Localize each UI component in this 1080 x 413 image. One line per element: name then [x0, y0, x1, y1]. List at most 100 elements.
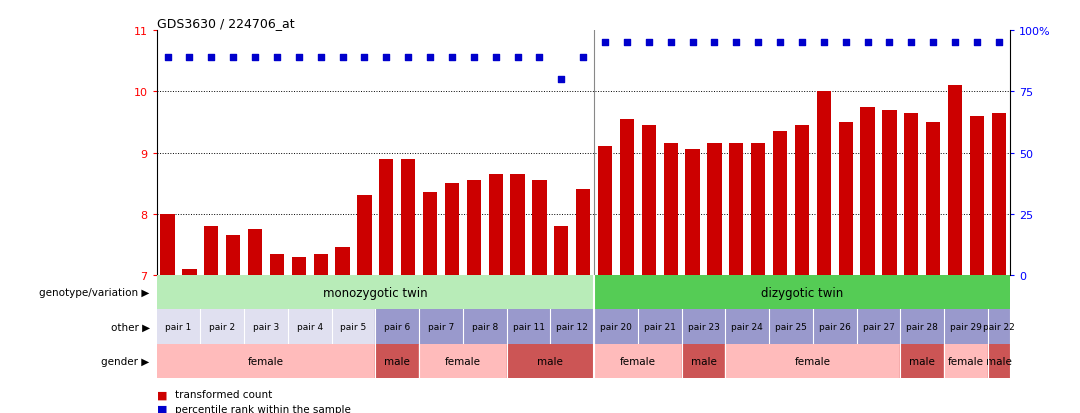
- Bar: [620, 119, 634, 275]
- Bar: [511, 175, 525, 275]
- Bar: [681, 344, 726, 378]
- Point: [400, 55, 417, 61]
- Bar: [379, 159, 393, 275]
- Text: pair 2: pair 2: [210, 322, 235, 331]
- Text: female: female: [248, 356, 284, 366]
- Text: pair 26: pair 26: [819, 322, 851, 331]
- Text: pair 11: pair 11: [513, 322, 544, 331]
- Bar: [594, 275, 1010, 309]
- Point: [355, 55, 373, 61]
- Text: pair 24: pair 24: [731, 322, 764, 331]
- Bar: [795, 126, 809, 275]
- Text: male: male: [986, 356, 1012, 366]
- Bar: [419, 344, 507, 378]
- Bar: [861, 107, 875, 275]
- Bar: [944, 344, 988, 378]
- Bar: [856, 309, 901, 344]
- Text: female: female: [795, 356, 831, 366]
- Text: pair 1: pair 1: [165, 322, 191, 331]
- Point: [881, 40, 899, 47]
- Text: male: male: [690, 356, 716, 366]
- Bar: [270, 254, 284, 275]
- Point: [946, 40, 963, 47]
- Bar: [201, 309, 244, 344]
- Text: pair 22: pair 22: [983, 322, 1015, 331]
- Text: pair 29: pair 29: [950, 322, 982, 331]
- Point: [225, 55, 242, 61]
- Point: [684, 40, 701, 47]
- Point: [509, 55, 526, 61]
- Point: [530, 55, 548, 61]
- Point: [771, 40, 788, 47]
- Point: [575, 55, 592, 61]
- Text: pair 21: pair 21: [644, 322, 676, 331]
- Point: [268, 55, 285, 61]
- Text: pair 7: pair 7: [428, 322, 454, 331]
- Bar: [463, 309, 507, 344]
- Text: monozygotic twin: monozygotic twin: [323, 286, 428, 299]
- Point: [596, 40, 613, 47]
- Text: percentile rank within the sample: percentile rank within the sample: [175, 404, 351, 413]
- Point: [180, 55, 198, 61]
- Bar: [554, 226, 568, 275]
- Bar: [769, 309, 813, 344]
- Bar: [813, 309, 856, 344]
- Bar: [488, 175, 503, 275]
- Point: [334, 55, 351, 61]
- Bar: [332, 309, 376, 344]
- Point: [203, 55, 220, 61]
- Point: [924, 40, 942, 47]
- Bar: [729, 144, 743, 275]
- Point: [487, 55, 504, 61]
- Bar: [376, 309, 419, 344]
- Bar: [244, 309, 288, 344]
- Bar: [336, 248, 350, 275]
- Text: pair 5: pair 5: [340, 322, 366, 331]
- Bar: [882, 110, 896, 275]
- Bar: [507, 309, 551, 344]
- Point: [421, 55, 438, 61]
- Text: female: female: [445, 356, 481, 366]
- Text: pair 20: pair 20: [600, 322, 632, 331]
- Bar: [642, 126, 656, 275]
- Bar: [248, 230, 262, 275]
- Point: [815, 40, 833, 47]
- Bar: [292, 257, 306, 275]
- Bar: [681, 309, 726, 344]
- Point: [837, 40, 854, 47]
- Bar: [970, 116, 984, 275]
- Bar: [988, 309, 1010, 344]
- Text: pair 4: pair 4: [297, 322, 323, 331]
- Bar: [423, 193, 437, 275]
- Bar: [638, 309, 681, 344]
- Bar: [663, 144, 678, 275]
- Text: pair 3: pair 3: [253, 322, 279, 331]
- Bar: [707, 144, 721, 275]
- Point: [443, 55, 460, 61]
- Point: [969, 40, 986, 47]
- Bar: [773, 132, 787, 275]
- Bar: [551, 309, 594, 344]
- Bar: [816, 92, 831, 275]
- Bar: [726, 344, 901, 378]
- Text: dizygotic twin: dizygotic twin: [760, 286, 843, 299]
- Text: ■: ■: [157, 389, 167, 399]
- Bar: [901, 309, 944, 344]
- Bar: [157, 309, 201, 344]
- Bar: [686, 150, 700, 275]
- Bar: [419, 309, 463, 344]
- Bar: [726, 309, 769, 344]
- Text: transformed count: transformed count: [175, 389, 272, 399]
- Bar: [157, 275, 594, 309]
- Bar: [598, 147, 612, 275]
- Text: pair 8: pair 8: [472, 322, 498, 331]
- Bar: [401, 159, 416, 275]
- Text: female: female: [948, 356, 984, 366]
- Bar: [751, 144, 766, 275]
- Text: other ▶: other ▶: [110, 322, 150, 332]
- Text: male: male: [538, 356, 564, 366]
- Bar: [904, 114, 918, 275]
- Point: [619, 40, 636, 47]
- Point: [246, 55, 264, 61]
- Bar: [901, 344, 944, 378]
